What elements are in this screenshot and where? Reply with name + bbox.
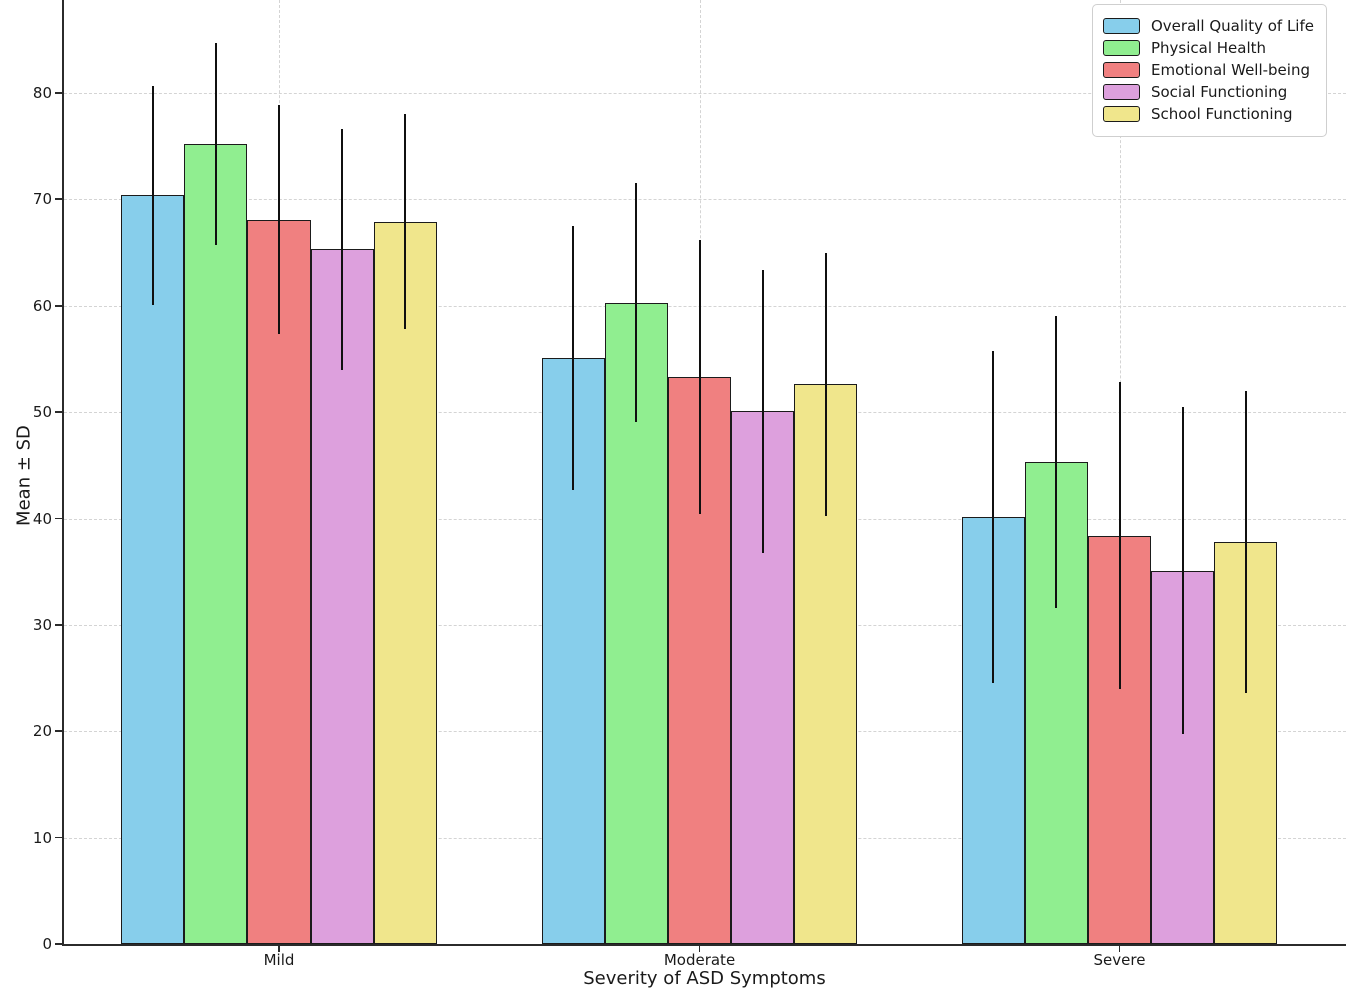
gridline-y-60	[64, 305, 1346, 307]
errorbar-mild-0	[151, 85, 154, 305]
y-tick-label-0: 0	[42, 935, 52, 953]
y-tick-10	[55, 836, 62, 839]
errorbar-severe-1	[1055, 316, 1058, 608]
legend-swatch-0	[1102, 18, 1140, 34]
errorbar-severe-4	[1244, 390, 1247, 693]
y-tick-label-30: 30	[32, 615, 52, 634]
bar-severe-0	[961, 517, 1025, 944]
y-tick-50	[55, 411, 62, 413]
legend-item-4: School Functioning	[1102, 105, 1314, 123]
errorbar-moderate-4	[824, 252, 827, 517]
x-tick-moderate	[698, 946, 701, 952]
errorbar-moderate-1	[635, 183, 638, 422]
legend-swatch-4	[1102, 106, 1140, 122]
legend: Overall Quality of Life Physical Health Em…	[1091, 4, 1327, 137]
legend-label-2: Emotional Well-being	[1150, 61, 1310, 79]
y-tick-label-80: 80	[32, 84, 52, 102]
bar-mild-2	[247, 219, 311, 944]
y-tick-label-10: 10	[32, 828, 52, 847]
bar-mild-4	[373, 221, 437, 944]
gridline-y-70	[64, 199, 1346, 201]
legend-item-1: Physical Health	[1102, 39, 1314, 57]
legend-swatch-3	[1102, 84, 1140, 100]
y-tick-60	[55, 304, 62, 307]
legend-item-3: Social Functioning	[1102, 83, 1314, 101]
errorbar-moderate-2	[698, 239, 701, 515]
bar-mild-0	[121, 195, 185, 944]
errorbar-severe-2	[1118, 382, 1121, 689]
y-tick-label-60: 60	[32, 296, 52, 315]
x-tick-mild	[278, 946, 280, 952]
gridline-y-80	[64, 93, 1346, 94]
y-tick-label-50: 50	[32, 403, 52, 422]
x-tick-severe	[1118, 946, 1121, 952]
x-tick-label-moderate: Moderate	[663, 951, 736, 969]
x-tick-label-mild: Mild	[263, 951, 295, 969]
errorbar-severe-3	[1181, 406, 1184, 735]
errorbar-mild-1	[214, 43, 217, 246]
y-tick-80	[55, 92, 62, 94]
legend-label-0: Overall Quality of Life	[1150, 17, 1314, 35]
legend-item-0: Overall Quality of Life	[1102, 17, 1314, 35]
errorbar-moderate-3	[761, 269, 764, 553]
x-tick-label-severe: Severe	[1093, 951, 1146, 969]
errorbar-moderate-0	[572, 225, 575, 490]
legend-item-2: Emotional Well-being	[1102, 61, 1314, 79]
y-tick-label-40: 40	[32, 509, 52, 528]
y-tick-20	[55, 730, 62, 733]
errorbar-mild-3	[341, 129, 344, 370]
errorbar-mild-2	[278, 104, 280, 335]
y-tick-label-20: 20	[32, 722, 52, 741]
errorbar-severe-0	[992, 351, 995, 684]
x-axis-spine	[62, 944, 1346, 946]
y-tick-30	[55, 623, 62, 626]
legend-swatch-1	[1102, 40, 1140, 56]
legend-swatch-2	[1102, 62, 1140, 78]
y-axis-label: Mean ± SD	[13, 425, 35, 526]
y-tick-label-70: 70	[32, 190, 52, 209]
legend-label-3: Social Functioning	[1150, 83, 1288, 101]
legend-label-4: School Functioning	[1150, 105, 1293, 123]
y-tick-40	[55, 517, 62, 520]
y-tick-0	[55, 943, 62, 945]
bar-mild-1	[184, 144, 248, 944]
legend-label-1: Physical Health	[1150, 39, 1267, 57]
x-axis-label: Severity of ASD Symptoms	[583, 968, 826, 989]
y-tick-70	[55, 198, 62, 201]
y-axis-spine	[62, 0, 64, 946]
errorbar-mild-4	[404, 114, 407, 330]
